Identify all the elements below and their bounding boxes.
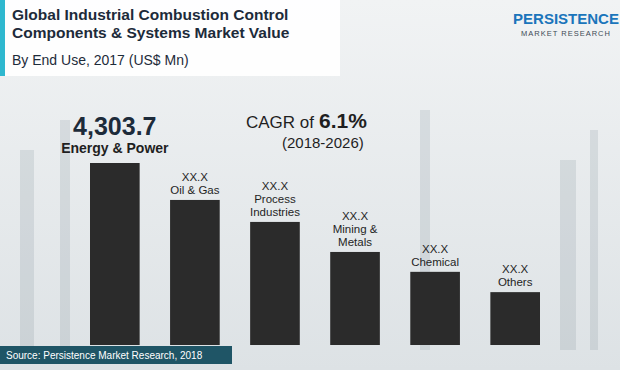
background-shape [20,150,34,350]
bars [90,163,540,345]
bar [490,292,540,345]
category-label-line: Chemical [411,256,459,268]
background-shape [560,160,576,350]
bar [170,200,220,345]
category-label-line: Others [498,276,533,288]
text-line: Global Industrial Combustion Control [12,6,288,23]
annotation: CAGR of 6.1% [246,109,367,132]
data-label: XX.X [502,263,529,275]
bar [250,222,300,345]
category-label-line: Oil & Gas [170,184,219,196]
background-shape [590,130,598,350]
category-label: Oil & Gas [170,184,219,196]
title: Global Industrial Combustion ControlComp… [12,6,290,41]
category-label: ProcessIndustries [250,193,300,218]
header-box [0,0,340,76]
category-label-line: Industries [250,206,300,218]
source-box [0,346,232,364]
labels: Energy & Power4,303.7Oil & GasXX.XProces… [61,112,533,288]
category-label-line: Energy & Power [61,140,169,156]
category-label: Energy & Power [61,140,169,156]
category-label: Chemical [411,256,459,268]
category-label: Mining &Metals [333,223,378,248]
data-label: 4,303.7 [73,112,156,140]
subtitle: By End Use, 2017 (US$ Mn) [12,52,189,68]
bar [90,163,140,345]
bar [330,252,380,345]
logo-subtext: MARKET RESEARCH [521,29,611,38]
text-line: Components & Systems Market Value [12,24,290,41]
chart: Global Industrial Combustion ControlComp… [0,0,620,370]
bar [410,272,460,345]
category-label-line: Metals [338,236,372,248]
annotation-value: 6.1% [319,109,367,132]
logo-text: PERSISTENCE [513,10,619,27]
data-label: XX.X [182,171,209,183]
category-label-line: Process [254,193,296,205]
data-label: XX.X [262,180,289,192]
background [0,0,620,370]
background-decoration [20,110,598,350]
source: Source: Persistence Market Research, 201… [6,350,203,361]
header-accent [0,0,5,76]
category-label-line: Mining & [333,223,378,235]
data-label: XX.X [342,210,369,222]
annotation-text: CAGR of [246,113,314,132]
annotation-period: (2018-2026) [282,134,364,151]
category-label: Others [498,276,533,288]
data-label: XX.X [422,243,449,255]
